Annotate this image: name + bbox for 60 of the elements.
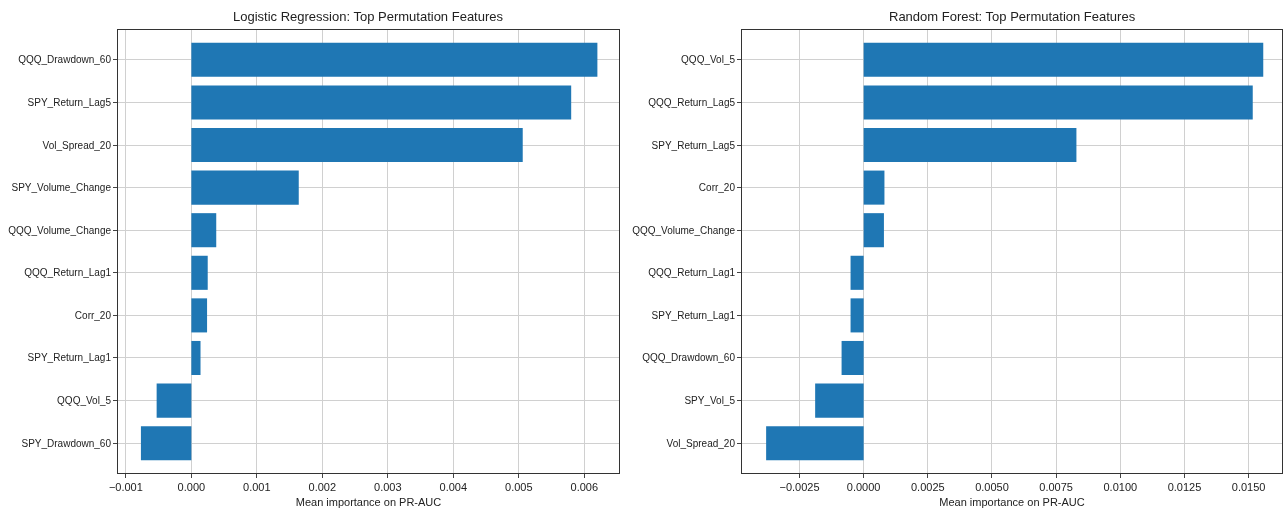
y-tick-label: Vol_Spread_20 xyxy=(666,437,736,449)
bar xyxy=(191,255,208,290)
bar xyxy=(850,255,864,290)
y-tick-label: QQQ_Return_Lag5 xyxy=(648,96,736,108)
chart-title: Random Forest: Top Permutation Features xyxy=(889,9,1136,24)
y-tick-label: SPY_Return_Lag5 xyxy=(27,96,112,108)
y-tick-label: QQQ_Drawdown_60 xyxy=(18,54,112,66)
bar xyxy=(140,426,192,461)
y-tick-label: QQQ_Return_Lag1 xyxy=(648,267,736,279)
bar xyxy=(191,298,208,333)
y-tick-label: SPY_Return_Lag5 xyxy=(651,139,736,151)
x-tick-label: 0.0100 xyxy=(1103,481,1138,494)
x-tick-label: 0.004 xyxy=(439,481,468,494)
bar xyxy=(191,85,572,120)
y-tick-label: SPY_Drawdown_60 xyxy=(21,437,112,449)
y-tick-label: QQQ_Vol_5 xyxy=(57,395,112,407)
bar xyxy=(191,170,299,205)
bar xyxy=(191,340,201,376)
y-tick-label: SPY_Vol_5 xyxy=(684,395,736,407)
x-tick-label: 0.000 xyxy=(177,481,206,494)
x-tick-label: 0.0050 xyxy=(975,481,1009,494)
x-tick-label: −0.001 xyxy=(108,481,143,494)
y-tick-label: SPY_Return_Lag1 xyxy=(651,309,736,321)
bar xyxy=(766,426,864,461)
y-tick-label: Vol_Spread_20 xyxy=(42,139,112,151)
x-tick-label: 0.002 xyxy=(308,481,337,494)
chart-title: Logistic Regression: Top Permutation Features xyxy=(233,9,504,24)
y-tick-label: SPY_Volume_Change xyxy=(11,182,112,194)
x-tick-label: 0.0150 xyxy=(1231,481,1266,494)
x-tick-label: 0.0000 xyxy=(846,481,881,494)
bar xyxy=(863,42,1264,77)
x-tick-label: 0.0075 xyxy=(1039,481,1073,494)
x-tick-label: 0.005 xyxy=(505,481,533,494)
y-tick-label: Corr_20 xyxy=(74,309,112,321)
y-tick-label: Corr_20 xyxy=(698,182,736,194)
x-tick-label: 0.006 xyxy=(570,481,599,494)
y-tick-label: QQQ_Return_Lag1 xyxy=(24,267,112,279)
x-tick-label: −0.0025 xyxy=(779,481,820,494)
bar xyxy=(191,127,523,163)
bar xyxy=(863,170,885,205)
x-axis-title: Mean importance on PR-AUC xyxy=(295,496,442,509)
y-tick-label: QQQ_Drawdown_60 xyxy=(642,352,736,364)
bar xyxy=(863,213,884,248)
x-tick-label: 0.0025 xyxy=(910,481,945,494)
bar xyxy=(815,383,864,418)
x-tick-label: 0.003 xyxy=(374,481,402,494)
bar xyxy=(156,383,192,418)
y-tick-label: QQQ_Volume_Change xyxy=(8,224,112,236)
bar xyxy=(863,85,1253,120)
y-tick-label: QQQ_Volume_Change xyxy=(632,224,736,236)
x-tick-label: 0.0125 xyxy=(1167,481,1202,494)
y-tick-label: QQQ_Vol_5 xyxy=(681,54,736,66)
bar xyxy=(841,340,864,376)
x-axis-title: Mean importance on PR-AUC xyxy=(939,496,1085,509)
bar xyxy=(863,127,1077,163)
bar xyxy=(191,42,598,77)
x-tick-label: 0.001 xyxy=(243,481,271,494)
y-tick-label: SPY_Return_Lag1 xyxy=(27,352,112,364)
bar xyxy=(850,298,864,333)
bar xyxy=(191,213,217,248)
